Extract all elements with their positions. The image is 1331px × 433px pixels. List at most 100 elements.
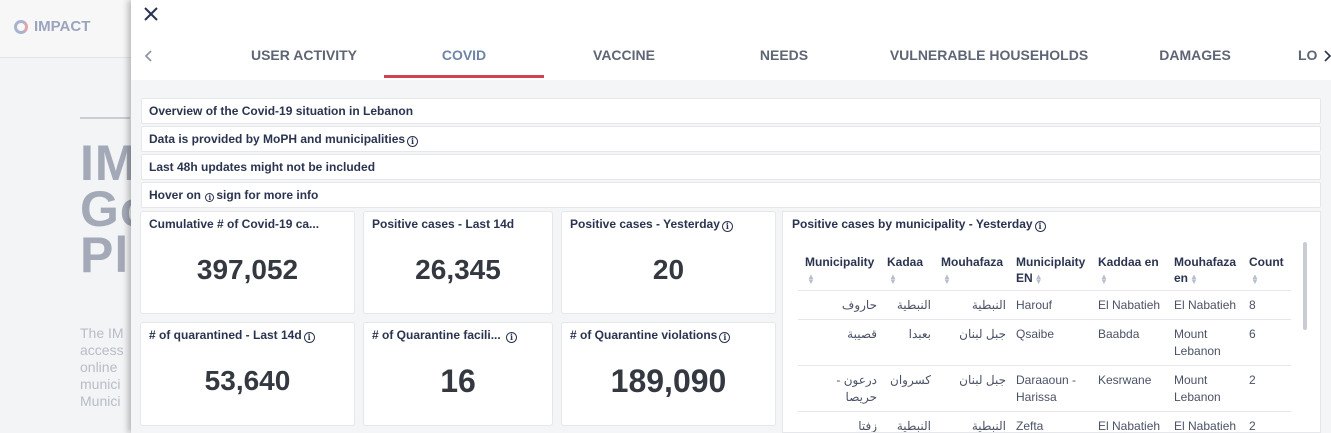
background-logo: IMPACT [14,18,90,35]
background-logo-text: IMPACT [34,18,91,35]
column-label: Mouhafaza [941,255,1004,269]
municipality-table: Municipality ▲ ▼ Kadaa ▲ ▼ Mouhafaza ▲ ▼ Munic… [798,249,1291,432]
column-header-mouhafaza[interactable]: Mouhafaza ▲ ▼ [934,249,1009,291]
card-value: 20 [652,254,685,285]
close-button[interactable] [141,4,161,24]
card-title: Positive cases - Last 14d [372,217,515,231]
column-label: Kaddaa en [1098,255,1159,269]
card-cumulative-cases: Cumulative # of Covid-19 ca... 397,052 [140,211,355,314]
cell-mouhafaza-en: El Nabatieh [1167,290,1242,320]
cell-municipality-en: Zefta [1009,411,1091,432]
cell-mouhafaza: جبل لبنان [934,365,1009,412]
info-icon[interactable]: i [721,221,733,232]
card-title: # of Quarantine violations i [570,328,731,343]
column-label: Municipality [805,255,875,269]
column-header-municipality-en[interactable]: Municiplaity EN ▲ ▼ [1009,249,1091,291]
card-positive-14d: Positive cases - Last 14d 26,345 [363,211,553,314]
column-header-kadaa[interactable]: Kadaa ▲ ▼ [880,249,934,291]
info-icon[interactable]: i [506,332,518,343]
cell-municipality-en: Qsaibe [1009,319,1091,366]
card-quarantined: # of quarantined - Last 14d i 53,640 [140,322,355,426]
cell-kaddaa-en: Baabda [1091,319,1167,366]
card-value: 16 [440,363,476,399]
card-quarantine-facilities: # of Quarantine facili... i 16 [363,322,553,426]
column-label: Count [1249,255,1284,269]
sort-icon: ▲ ▼ [943,271,951,286]
column-header-kaddaa-en[interactable]: Kaddaa en ▲ ▼ [1091,249,1167,291]
card-title: # of Quarantine facili... i [372,328,518,343]
cell-mouhafaza-en: El Nabatieh [1167,411,1242,432]
dashboard-modal: USER ACTIVITY COVID VACCINE NEEDS VULNER… [131,0,1331,433]
sort-icon: ▲ ▼ [1100,271,1108,286]
sort-icon: ▲ ▼ [807,271,815,286]
cell-kaddaa-en: El Nabatieh [1091,290,1167,320]
card-title-text: Positive cases - Yesterday [570,217,720,231]
info-hover: Hover on i sign for more info [141,182,1321,208]
municipality-table-container[interactable]: Municipality ▲ ▼ Kadaa ▲ ▼ Mouhafaza ▲ ▼ Munic… [798,249,1291,432]
cell-kadaa: النبطية [880,411,934,432]
close-icon [144,7,158,21]
background-divider [80,117,130,119]
info-icon[interactable]: i [1034,221,1046,232]
cell-count: 2 [1242,365,1291,412]
tab-covid[interactable]: COVID [384,38,544,78]
column-header-municipality[interactable]: Municipality ▲ ▼ [798,249,880,291]
table-header-row: Municipality ▲ ▼ Kadaa ▲ ▼ Mouhafaza ▲ ▼ Munic… [798,249,1291,291]
info-icon: i [205,193,215,202]
card-value: 26,345 [415,254,501,285]
info-updates-text: Last 48h updates might not be included [149,160,376,174]
cell-mouhafaza-en: Mount Lebanon [1167,365,1242,412]
info-icon[interactable]: i [407,136,419,147]
chevron-left-icon [144,50,152,62]
chevron-right-icon [1324,50,1331,62]
tab-scroll-left-button[interactable] [141,46,157,66]
cell-municipality-en: Daraaoun - Harissa [1009,365,1091,412]
column-label: Municiplaity EN [1016,255,1086,285]
info-updates: Last 48h updates might not be included [141,154,1321,180]
tab-vaccine[interactable]: VACCINE [593,47,655,63]
table-row: حاروف النبطية النبطية Harouf El Nabatieh… [798,290,1291,320]
sort-icon: ▲ ▼ [889,271,897,286]
cell-kadaa: بعبدا [880,319,934,366]
cell-municipality-en: Harouf [1009,290,1091,320]
paragraph-line: online [80,359,118,375]
tab-vulnerable-households[interactable]: VULNERABLE HOUSEHOLDS [889,47,1089,63]
table-row: درعون - حريصا كسروان جبل لبنان Daraaoun … [798,365,1291,412]
column-header-count[interactable]: Count ▲ ▼ [1242,249,1291,291]
table-scrollbar[interactable] [1303,242,1307,330]
card-value: 397,052 [196,254,299,285]
info-hover-prefix: Hover on [149,188,202,202]
info-source-text: Data is provided by MoPH and municipalit… [149,132,406,146]
table-row: قصيبة بعبدا جبل لبنان Qsaibe Baabda Moun… [798,319,1291,366]
paragraph-line: access [80,342,124,358]
cell-mouhafaza: النبطية [934,290,1009,320]
cell-mouhafaza: النبطية [934,411,1009,432]
card-title-text: # of quarantined - Last 14d [149,328,302,342]
card-title-text: # of Quarantine violations [570,328,718,342]
paragraph-line: The IM [80,325,124,341]
cell-count: 8 [1242,290,1291,320]
paragraph-line: Munici [80,393,121,409]
tab-needs[interactable]: NEEDS [759,47,809,63]
tab-user-activity[interactable]: USER ACTIVITY [250,47,358,63]
card-title: # of quarantined - Last 14d i [149,328,315,343]
info-overview: Overview of the Covid-19 situation in Le… [141,98,1321,124]
sort-icon: ▲ ▼ [1251,271,1259,286]
info-source: Data is provided by MoPH and municipalit… [141,126,1321,152]
info-icon[interactable]: i [719,332,731,343]
municipality-cases-card: Positive cases by municipality - Yesterd… [782,211,1321,433]
info-hover-suffix: sign for more info [216,188,319,202]
card-title: Cumulative # of Covid-19 ca... [149,217,320,231]
municipality-card-title-text: Positive cases by municipality - Yesterd… [792,217,1033,231]
tab-lo[interactable]: LO [1298,47,1318,63]
cell-municipality: زفتا [798,411,880,432]
tab-scroll-right-button[interactable] [1321,46,1331,66]
covid-content: Overview of the Covid-19 situation in Le… [131,80,1331,433]
sort-icon: ▲ ▼ [1034,271,1043,286]
cell-kadaa: النبطية [880,290,934,320]
municipality-card-title: Positive cases by municipality - Yesterd… [792,217,1046,232]
cell-kadaa: كسروان [880,365,934,412]
tab-damages[interactable]: DAMAGES [1159,47,1231,63]
info-icon[interactable]: i [303,332,315,343]
column-header-mouhafaza-en[interactable]: Mouhafaza en ▲ ▼ [1167,249,1242,291]
